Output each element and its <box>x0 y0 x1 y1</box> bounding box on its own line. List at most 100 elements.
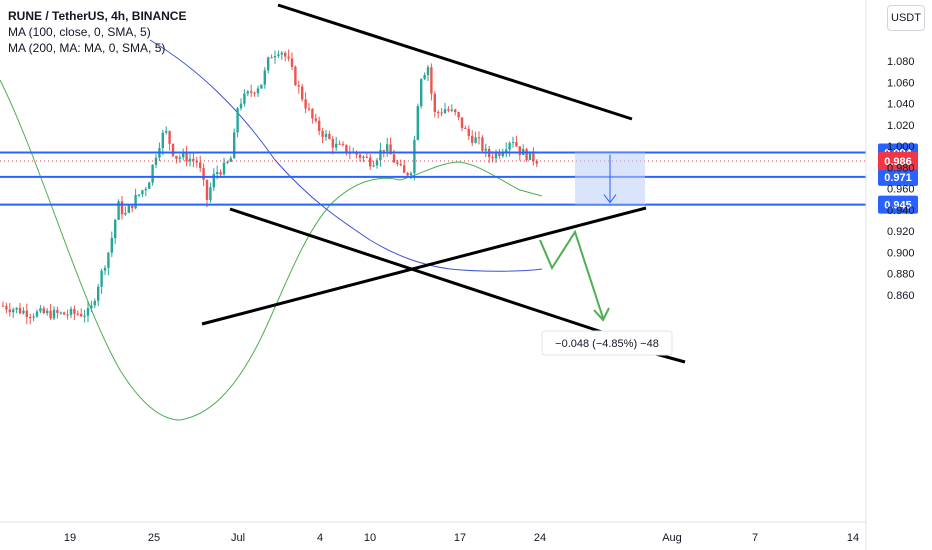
trendline <box>229 207 606 335</box>
candle-body <box>165 131 168 133</box>
candle-body <box>253 92 256 94</box>
candle-body <box>222 162 226 175</box>
candle-body <box>341 143 345 145</box>
price-tick-label: 1.000 <box>887 141 915 153</box>
candle-body <box>256 88 260 94</box>
candle-body <box>12 309 15 313</box>
candle-body <box>392 154 396 163</box>
price-tick-label: 0.940 <box>887 205 915 217</box>
time-tick-label: 25 <box>148 532 160 544</box>
candle-body <box>535 161 538 164</box>
candle-body <box>474 137 477 143</box>
candle-body <box>127 205 130 213</box>
candle-body <box>338 143 341 145</box>
candle-body <box>246 91 249 94</box>
candle-body <box>63 312 66 315</box>
candle-body <box>103 267 107 271</box>
candle-body <box>18 307 22 314</box>
candle-body <box>148 182 151 189</box>
price-tick-label: 0.880 <box>887 269 915 281</box>
candle-body <box>406 172 409 176</box>
candle-body <box>481 137 484 151</box>
time-tick-label: 10 <box>364 532 376 544</box>
candle-body <box>8 309 11 313</box>
candle-body <box>86 308 90 316</box>
candle-body <box>311 108 314 119</box>
candle-body <box>236 108 239 133</box>
candle-body <box>318 120 321 132</box>
price-tick-label: 0.860 <box>887 290 915 302</box>
candle-body <box>297 85 300 87</box>
candle-body <box>284 52 287 57</box>
candle-body <box>290 58 294 67</box>
candle-body <box>205 179 209 200</box>
candle-body <box>389 144 392 155</box>
candle-body <box>22 310 25 314</box>
candle-body <box>471 135 474 143</box>
candle-body <box>362 156 365 158</box>
candle-body <box>263 70 266 85</box>
level-badge-label: 0.945 <box>884 200 912 212</box>
time-tick-label: Aug <box>662 532 682 544</box>
level-badge <box>878 167 918 186</box>
candle-body <box>433 93 436 112</box>
time-tick-label: 17 <box>454 532 466 544</box>
candle-body <box>110 238 113 253</box>
candle-body <box>39 308 42 312</box>
candle-body <box>42 308 45 314</box>
candle-body <box>239 103 243 109</box>
candle-body <box>372 165 375 167</box>
candle-body <box>212 174 215 188</box>
price-tick-label: 1.060 <box>887 77 915 89</box>
current-price-badge <box>878 151 918 170</box>
time-tick-label: 19 <box>64 532 76 544</box>
price-tick-label: 0.960 <box>887 184 915 196</box>
level-badge-label: 0.971 <box>884 172 912 184</box>
candle-body <box>396 162 399 164</box>
candle-body <box>273 55 277 58</box>
candle-body <box>1 305 5 307</box>
ma100-legend[interactable]: MA (100, close, 0, SMA, 5) <box>8 25 151 39</box>
candle-body <box>188 158 192 162</box>
time-tick-label: 7 <box>752 532 758 544</box>
candle-body <box>443 109 447 114</box>
candle-body <box>15 307 18 310</box>
currency-unit-button[interactable]: USDT <box>887 5 925 31</box>
candle-body <box>250 91 253 93</box>
candle-body <box>494 152 498 159</box>
candle-body <box>511 142 515 144</box>
candle-body <box>409 173 413 176</box>
candle-body <box>117 201 120 220</box>
candle-body <box>464 127 467 129</box>
candle-body <box>195 160 198 163</box>
candle-body <box>100 270 103 287</box>
trend-drawings[interactable] <box>201 3 686 364</box>
candle-body <box>460 117 464 128</box>
candle-body <box>229 158 232 162</box>
candle-body <box>457 112 460 118</box>
chart-legend: RUNE / TetherUS, 4h, BINANCE MA (100, cl… <box>8 8 186 56</box>
price-axis[interactable]: 1.080 1.060 1.040 1.020 1.000 0.980 0.960 0.940… <box>865 0 915 550</box>
measure-tool[interactable]: −0.048 (−4.85%) −48 <box>539 152 673 356</box>
candle-body <box>151 164 154 183</box>
symbol-title[interactable]: RUNE / TetherUS, 4h, BINANCE <box>8 9 187 23</box>
candle-body <box>498 152 501 157</box>
candle-body <box>501 152 504 157</box>
candle-body <box>46 310 49 314</box>
candle-body <box>403 165 406 173</box>
ma200-line <box>0 79 543 421</box>
candle-body <box>267 57 270 71</box>
ma200-legend[interactable]: MA (200, MA: MA, 0, SMA, 5) <box>8 41 166 55</box>
candle-body <box>199 162 202 169</box>
candle-body <box>399 163 402 166</box>
candle-body <box>413 139 416 174</box>
candle-body <box>90 305 93 309</box>
candle-body <box>107 252 110 268</box>
candle-body <box>335 143 338 148</box>
candle-body <box>32 316 35 318</box>
candle-body <box>307 108 311 110</box>
candle-body <box>131 205 134 209</box>
time-axis[interactable]: 19 25 Jul 4 10 17 24 Aug 7 14 <box>0 521 866 544</box>
